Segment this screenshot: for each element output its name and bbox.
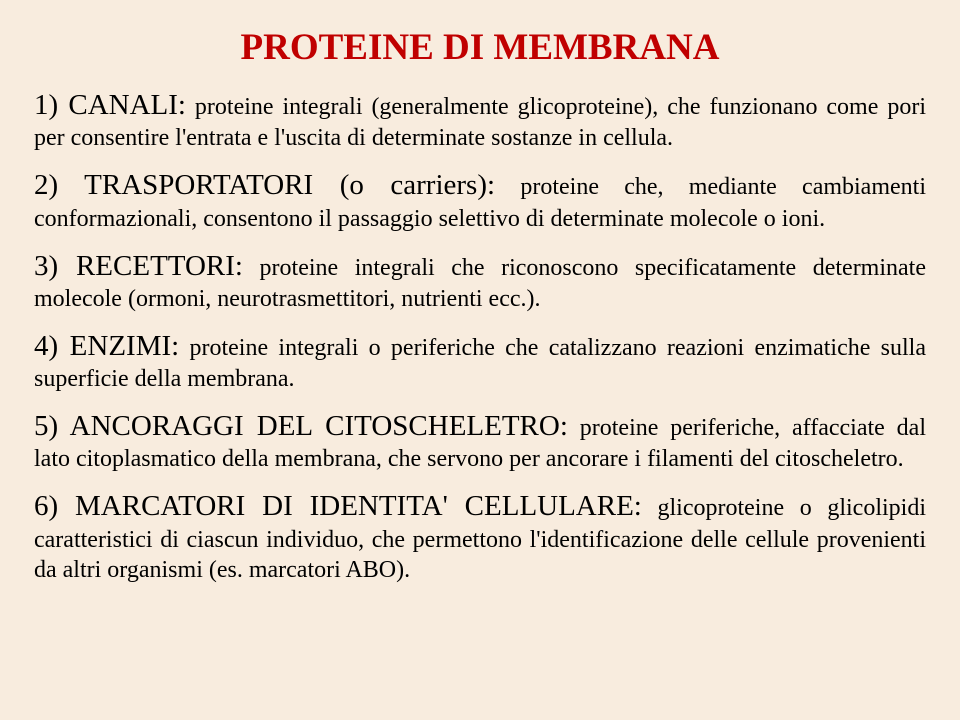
- list-item: 2) TRASPORTATORI (o carriers): proteine …: [34, 167, 926, 233]
- list-item: 6) MARCATORI DI IDENTITA' CELLULARE: gli…: [34, 488, 926, 584]
- item-term: 6) MARCATORI DI IDENTITA' CELLULARE:: [34, 490, 642, 522]
- item-term: 1) CANALI:: [34, 89, 186, 121]
- list-item: 4) ENZIMI: proteine integrali o periferi…: [34, 328, 926, 394]
- slide-title: PROTEINE DI MEMBRANA: [34, 26, 926, 69]
- item-term: 4) ENZIMI:: [34, 330, 179, 362]
- item-term: 3) RECETTORI:: [34, 250, 243, 282]
- list-item: 3) RECETTORI: proteine integrali che ric…: [34, 248, 926, 314]
- item-term: 5) ANCORAGGI DEL CITOSCHELETRO:: [34, 410, 568, 442]
- list-item: 1) CANALI: proteine integrali (generalme…: [34, 87, 926, 153]
- list-item: 5) ANCORAGGI DEL CITOSCHELETRO: proteine…: [34, 408, 926, 474]
- item-term: 2) TRASPORTATORI (o carriers):: [34, 169, 495, 201]
